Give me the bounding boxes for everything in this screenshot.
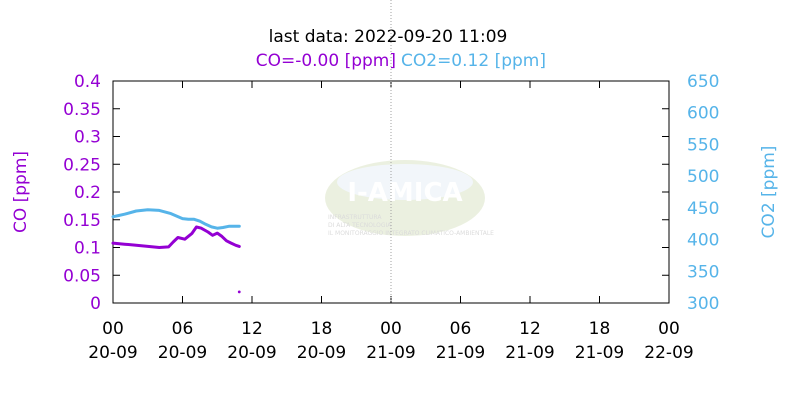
series-line-co2 xyxy=(111,208,241,230)
last-data-label: last data: 2022-09-20 11:09 xyxy=(269,27,508,47)
watermark-globe xyxy=(325,160,485,236)
watermark-line-3: IL MONITORAGGIO INTEGRATO CLIMATICO-AMBI… xyxy=(328,230,494,237)
x-tick-time-label: 06 xyxy=(450,319,472,339)
x-tick-time-label: 18 xyxy=(311,319,333,339)
watermark-line-1: INFRASTRUTTURA xyxy=(328,214,382,221)
x-tick-date-label: 21-09 xyxy=(436,343,485,363)
watermark-line-2: DI ALTA TECNOLOGIA xyxy=(328,222,392,229)
x-tick-time-label: 18 xyxy=(589,319,611,339)
left-tick-label: 0.2 xyxy=(74,183,101,203)
left-tick-label: 0.1 xyxy=(74,239,101,259)
right-tick-label: 350 xyxy=(687,262,719,282)
x-tick-time-label: 00 xyxy=(380,319,402,339)
x-tick-date-label: 21-09 xyxy=(575,343,624,363)
watermark-logo: I-AMICA INFRASTRUTTURA DI ALTA TECNOLOGI… xyxy=(325,160,494,237)
left-tick-label: 0.4 xyxy=(74,72,101,92)
right-tick-label: 500 xyxy=(687,167,719,187)
x-tick-time-label: 00 xyxy=(102,319,124,339)
right-tick-label: 650 xyxy=(687,72,719,92)
x-tick-time-label: 06 xyxy=(172,319,194,339)
x-tick-time-label: 00 xyxy=(658,319,680,339)
left-tick-label: 0.35 xyxy=(63,100,101,120)
x-tick-time-label: 12 xyxy=(241,319,263,339)
right-tick-label: 400 xyxy=(687,231,719,251)
series-point-co-last xyxy=(237,290,241,294)
right-tick-label: 600 xyxy=(687,104,719,124)
x-tick-date-label: 21-09 xyxy=(366,343,415,363)
co-current-label: CO=-0.00 [ppm] xyxy=(256,51,396,71)
left-tick-label: 0 xyxy=(90,294,101,314)
right-axis-title: CO2 [ppm] xyxy=(759,146,779,239)
x-tick-date-label: 20-09 xyxy=(158,343,207,363)
left-tick-label: 0.05 xyxy=(63,266,101,286)
left-tick-label: 0.3 xyxy=(74,128,101,148)
x-tick-date-label: 21-09 xyxy=(505,343,554,363)
x-tick-date-label: 20-09 xyxy=(297,343,346,363)
left-tick-label: 0.15 xyxy=(63,211,101,231)
watermark-sky xyxy=(337,164,473,200)
right-tick-label: 550 xyxy=(687,135,719,155)
series-line-co xyxy=(111,225,241,249)
x-tick-date-label: 20-09 xyxy=(227,343,276,363)
left-tick-label: 0.25 xyxy=(63,155,101,175)
co2-current-label: CO2=0.12 [ppm] xyxy=(401,51,546,71)
right-tick-label: 300 xyxy=(687,294,719,314)
watermark-text: I-AMICA xyxy=(347,178,462,208)
right-tick-label: 450 xyxy=(687,199,719,219)
x-tick-date-label: 22-09 xyxy=(644,343,693,363)
x-tick-date-label: 20-09 xyxy=(88,343,137,363)
x-tick-time-label: 12 xyxy=(519,319,541,339)
left-axis-title: CO [ppm] xyxy=(11,151,31,233)
